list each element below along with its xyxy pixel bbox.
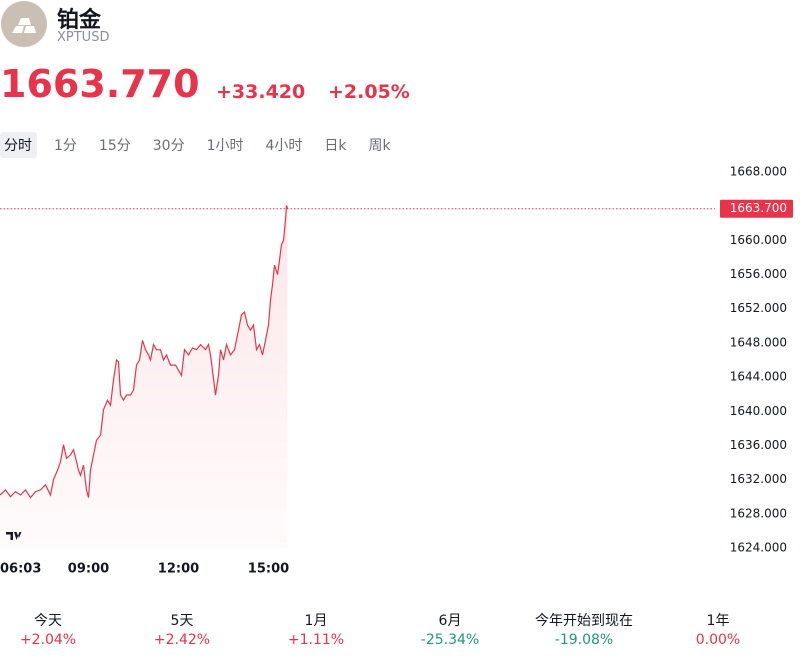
x-tick-label: 06:03 [0,562,41,577]
last-price-tag [720,199,793,218]
price-change: +33.420 [216,81,306,103]
timeframe-tab[interactable]: 日k [324,138,347,154]
timeframe-tab[interactable]: 4小时 [265,138,303,154]
x-tick-label: 15:00 [248,562,289,577]
y-tick-label: 1640.000 [730,404,787,418]
performance-item[interactable]: 5天 +2.42% [115,610,249,648]
y-tick-label: 1660.000 [730,233,787,247]
performance-period: 6月 [438,613,462,629]
y-tick-label: 1652.000 [730,301,787,315]
price-change-percent: +2.05% [328,81,410,103]
timeframe-tab[interactable]: 1分 [54,138,77,154]
performance-item[interactable]: 今年开始到现在 -19.08% [517,610,651,648]
performance-change: +2.42% [153,632,211,648]
x-tick-label: 12:00 [158,562,199,577]
y-tick-label: 1656.000 [730,267,787,281]
performance-item[interactable]: 1年 0.00% [651,610,785,648]
performance-row: 今天 +2.04% 5天 +2.42% 1月 +1.11% 6月 -25.34% 今年开始到现在… [0,610,785,648]
y-tick-label: 1624.000 [730,541,787,555]
performance-change: -19.08% [554,632,614,648]
chart: 1624.000 1628.000 1632.000 1636.000 1640.000… [0,165,793,577]
performance-period: 今天 [34,613,62,629]
price-line [0,205,289,499]
performance-change: 0.00% [695,632,741,648]
performance-change: +1.11% [287,632,345,648]
y-tick-label: 1628.000 [730,506,787,520]
performance-period: 5天 [170,613,194,629]
performance-item[interactable]: 6月 -25.34% [383,610,517,648]
asset-symbol: XPTUSD [57,30,110,45]
x-tick-label: 09:00 [68,562,109,577]
y-tick-label: 1648.000 [730,335,787,349]
last-price-label: 1663.700 [730,201,787,215]
performance-period: 1月 [304,613,328,629]
timeframe-tab[interactable]: 30分 [152,138,185,154]
performance-item[interactable]: 今天 +2.04% [0,610,115,648]
y-tick-label: 1668.000 [730,165,787,179]
performance-change: +2.04% [19,632,77,648]
asset-icon [1,1,47,47]
performance-period: 1年 [706,613,730,629]
asset-title: 铂金 [57,8,102,33]
timeframe-tab[interactable]: 周k [368,138,391,154]
timeframe-tabs: 分时 1分 15分 30分 1小时 4小时 日k 周k [0,132,401,158]
price: 1663.770 [0,62,200,106]
performance-period: 今年开始到现在 [535,613,633,629]
y-tick-label: 1644.000 [730,370,787,384]
performance-item[interactable]: 1月 +1.11% [249,610,383,648]
timeframe-tab[interactable]: 分时 [0,132,37,158]
performance-change: -25.34% [420,632,480,648]
y-tick-label: 1636.000 [730,438,787,452]
area-fill [0,205,288,549]
timeframe-tab[interactable]: 1小时 [206,138,244,154]
y-tick-label: 1632.000 [730,472,787,486]
timeframe-tab[interactable]: 15分 [98,138,131,154]
